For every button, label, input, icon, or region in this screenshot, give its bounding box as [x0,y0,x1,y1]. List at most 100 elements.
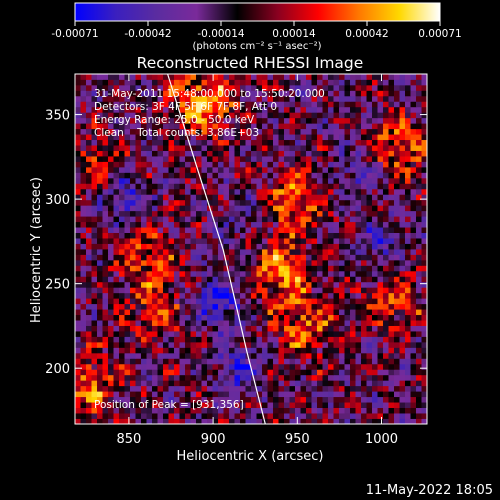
heatmap-cell [262,265,268,272]
heatmap-cell [152,112,158,119]
heatmap-cell [240,177,246,184]
heatmap-cell [174,347,180,354]
heatmap-cell [146,407,153,414]
heatmap-cell [124,156,131,162]
heatmap-cell [289,216,296,223]
heatmap-cell [333,270,340,277]
heatmap-cell [113,210,120,217]
heatmap-cell [344,413,351,419]
heatmap-cell [366,259,373,266]
heatmap-cell [179,156,186,162]
heatmap-cell [344,374,351,381]
heatmap-cell [141,352,147,359]
heatmap-cell [102,259,109,266]
heatmap-cell [311,292,318,299]
heatmap-cell [328,150,334,157]
heatmap-cell [190,123,197,130]
heatmap-cell [119,303,125,310]
heatmap-cell [102,391,109,398]
heatmap-cell [113,101,120,108]
heatmap-cell [262,166,268,173]
heatmap-cell [179,298,186,305]
heatmap-cell [289,385,296,392]
heatmap-cell [223,265,230,272]
heatmap-cell [399,74,406,80]
heatmap-cell [377,347,384,354]
heatmap-cell [80,347,87,354]
heatmap-cell [366,254,373,261]
heatmap-cell [262,287,268,294]
heatmap-cell [75,352,81,359]
heatmap-cell [278,84,285,91]
heatmap-cell [146,418,153,425]
heatmap-cell [388,128,395,135]
heatmap-cell [295,265,301,272]
heatmap-cell [212,358,219,365]
heatmap-cell [229,227,235,233]
heatmap-cell [333,314,340,321]
heatmap-cell [388,139,395,146]
heatmap-cell [256,385,263,392]
heatmap-cell [399,358,406,365]
heatmap-cell [97,188,103,195]
heatmap-cell [311,396,318,403]
heatmap-cell [306,79,312,86]
heatmap-cell [344,396,351,403]
heatmap-cell [295,402,301,408]
heatmap-cell [146,205,153,212]
heatmap-cell [322,112,329,119]
heatmap-cell [267,84,274,91]
heatmap-cell [284,161,290,168]
heatmap-cell [212,161,219,168]
heatmap-cell [251,101,257,108]
heatmap-cell [223,352,230,359]
heatmap-cell [135,320,142,326]
heatmap-cell [383,216,389,223]
heatmap-cell [311,139,318,146]
heatmap-cell [130,347,136,354]
heatmap-cell [223,413,230,419]
heatmap-cell [119,347,125,354]
heatmap-cell [91,210,98,217]
heatmap-cell [108,238,114,244]
heatmap-cell [223,347,230,354]
heatmap-cell [201,227,208,233]
heatmap-cell [113,320,120,326]
heatmap-cell [251,74,257,80]
heatmap-cell [245,106,252,113]
heatmap-cell [190,216,197,223]
heatmap-cell [300,106,307,113]
heatmap-cell [223,128,230,135]
heatmap-cell [262,123,268,130]
heatmap-cell [141,265,147,272]
heatmap-cell [152,156,158,162]
heatmap-cell [262,358,268,365]
heatmap-cell [416,177,422,184]
y-tick-label: 250 [45,278,70,293]
heatmap-cell [262,352,268,359]
heatmap-cell [135,347,142,354]
heatmap-cell [306,396,312,403]
heatmap-cell [300,391,307,398]
heatmap-cell [135,123,142,130]
heatmap-cell [196,298,202,305]
heatmap-cell [168,363,175,370]
heatmap-cell [416,199,422,206]
heatmap-cell [102,95,109,102]
heatmap-cell [317,298,323,305]
heatmap-cell [97,199,103,206]
heatmap-cell [179,314,186,321]
heatmap-cell [405,298,411,305]
heatmap-cell [152,320,158,326]
heatmap-cell [196,270,202,277]
heatmap-cell [174,352,180,359]
heatmap-cell [416,227,422,233]
heatmap-cell [152,380,158,387]
heatmap-cell [185,243,191,250]
heatmap-cell [322,254,329,261]
heatmap-cell [152,298,158,305]
heatmap-cell [355,243,362,250]
heatmap-cell [372,374,378,381]
heatmap-cell [102,396,109,403]
heatmap-cell [328,363,334,370]
